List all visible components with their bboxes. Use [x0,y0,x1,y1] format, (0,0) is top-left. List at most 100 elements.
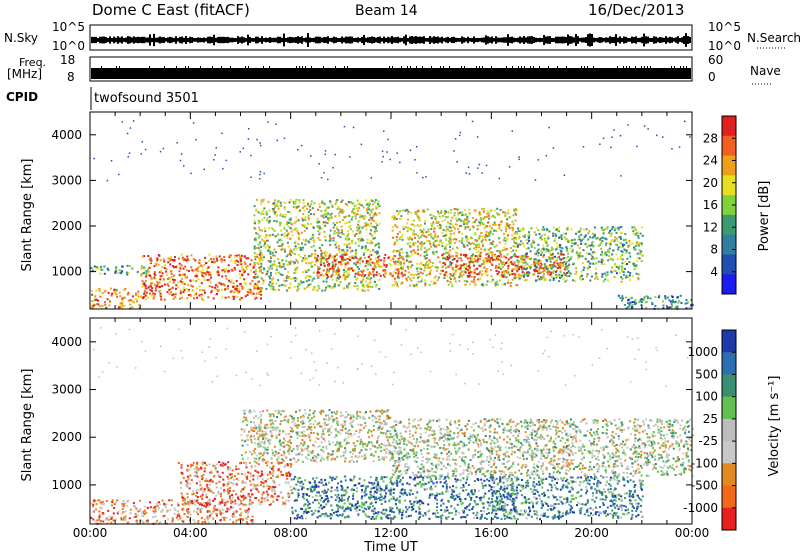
range-gate-cell [469,274,471,276]
range-gate-cell [368,209,370,211]
range-gate-cell [280,249,282,251]
range-gate-cell [480,217,482,219]
range-gate-cell [549,252,551,254]
range-gate-cell [91,294,93,296]
range-gate-cell [317,230,319,232]
range-gate-cell [271,284,273,286]
range-gate-cell [373,215,375,217]
range-gate-cell [615,244,617,246]
range-gate-cell [123,503,125,505]
range-gate-cell [640,233,642,235]
range-gate-cell [446,244,448,246]
range-gate-cell [375,229,377,231]
range-gate-cell [428,248,430,250]
range-gate-cell [369,251,371,253]
range-gate-cell [359,263,361,265]
range-gate-cell [399,162,401,164]
range-gate-cell [223,519,225,521]
range-gate-cell [643,296,645,298]
range-gate-cell [408,276,410,278]
range-gate-cell [393,271,395,273]
range-gate-cell [406,280,408,282]
range-gate-cell [442,215,444,217]
range-gate-cell [358,227,360,229]
range-gate-cell [233,516,235,518]
range-gate-cell [185,503,187,505]
range-gate-cell [231,494,233,496]
range-gate-cell [151,287,153,289]
range-gate-cell [563,257,565,259]
range-gate-cell [231,260,233,262]
range-gate-cell [150,260,152,262]
range-gate-cell [155,289,157,291]
range-gate-cell [545,251,547,253]
range-gate-cell [143,272,145,274]
range-gate-cell [288,287,290,289]
range-gate-cell [168,289,170,291]
range-gate-cell [417,249,419,251]
range-gate-cell [154,271,156,273]
range-gate-cell [499,279,501,281]
range-gate-cell [615,264,617,266]
range-gate-cell [611,253,613,255]
range-gate-cell [365,281,367,283]
range-gate-cell [450,220,452,222]
range-gate-cell [246,268,248,270]
range-gate-cell [280,202,282,204]
range-gate-cell [496,208,498,210]
range-gate-cell [312,207,314,209]
range-gate-cell [269,277,271,279]
range-gate-cell [575,273,577,275]
range-gate-cell [229,490,231,492]
range-gate-cell [606,228,608,230]
range-gate-cell [190,266,192,268]
range-gate-cell [196,482,198,484]
range-gate-cell [309,206,311,208]
range-gate-cell [465,272,467,274]
range-gate-cell [454,208,456,210]
range-gate-cell [369,214,371,216]
colorbar-tick-label: 12 [703,220,718,234]
range-gate-cell [321,227,323,229]
range-gate-cell [320,210,322,212]
range-gate-cell [220,487,222,489]
range-gate-cell [427,209,429,211]
range-gate-cell [472,217,474,219]
range-gate-cell [338,232,340,234]
range-gate-cell [538,260,540,262]
range-gate-cell [588,230,590,232]
range-gate-cell [510,257,512,259]
range-gate-cell [113,507,115,509]
range-gate-cell [434,251,436,253]
range-gate-cell [470,243,472,245]
range-gate-cell [565,263,567,265]
range-gate-cell [554,256,556,258]
range-gate-cell [518,159,520,161]
range-gate-cell [421,246,423,248]
range-gate-cell [582,238,584,240]
range-gate-cell [97,300,99,302]
range-gate-cell [184,266,186,268]
range-gate-cell [462,274,464,276]
range-gate-cell [416,211,418,213]
range-gate-cell [177,286,179,288]
range-gate-cell [515,220,517,222]
range-gate-cell [397,276,399,278]
range-gate-cell [177,510,179,512]
range-gate-cell [392,230,394,232]
range-gate-cell [585,243,587,245]
range-gate-cell [346,249,348,251]
range-gate-cell [540,254,542,256]
range-gate-cell [491,216,493,218]
range-gate-cell [533,242,535,244]
range-gate-cell [565,233,567,235]
range-gate-cell [374,281,376,283]
range-gate-cell [402,276,404,278]
range-gate-cell [612,250,614,252]
range-gate-cell [500,275,502,277]
range-gate-cell [616,238,618,240]
range-gate-cell [158,501,160,503]
range-gate-cell [263,492,265,494]
range-gate-cell [257,478,259,480]
range-gate-cell [337,267,339,269]
